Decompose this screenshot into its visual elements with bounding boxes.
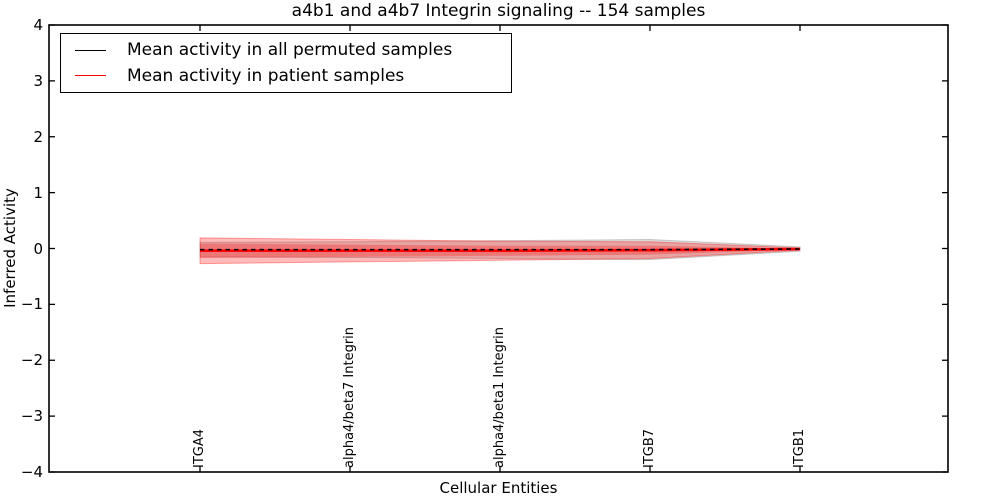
- y-tick-label: −4: [20, 463, 43, 481]
- patient-line-swatch: [75, 75, 106, 77]
- y-tick-label: −2: [20, 351, 43, 370]
- legend: Mean activity in all permuted samples Me…: [60, 33, 512, 93]
- x-tick-label: alpha4/beta7 Integrin: [342, 326, 357, 468]
- y-tick-label: −1: [20, 295, 43, 314]
- legend-item-permuted: Mean activity in all permuted samples: [75, 39, 511, 61]
- chart-title: a4b1 and a4b7 Integrin signaling -- 154 …: [291, 1, 706, 21]
- y-tick-label: 3: [33, 71, 43, 90]
- patient-mean-line: [200, 247, 801, 253]
- x-tick-label: ITGA4: [192, 428, 207, 468]
- y-tick-label: 1: [33, 183, 43, 202]
- permuted-line-swatch: [75, 49, 106, 51]
- x-tick-label: ITGB7: [642, 428, 657, 468]
- legend-label-patient: Mean activity in patient samples: [127, 65, 405, 86]
- y-tick-label: −3: [20, 407, 43, 426]
- y-tick-label: 2: [33, 127, 43, 146]
- y-tick-label: 0: [33, 239, 43, 258]
- x-tick-label: alpha4/beta1 Integrin: [492, 326, 507, 468]
- x-tick-label: ITGB1: [792, 428, 807, 468]
- legend-label-permuted: Mean activity in all permuted samples: [127, 40, 453, 61]
- permuted-mean-line: [200, 248, 801, 251]
- legend-item-patient: Mean activity in patient samples: [75, 65, 511, 87]
- y-tick-label: 4: [33, 16, 43, 34]
- x-axis-label: Cellular Entities: [439, 479, 558, 497]
